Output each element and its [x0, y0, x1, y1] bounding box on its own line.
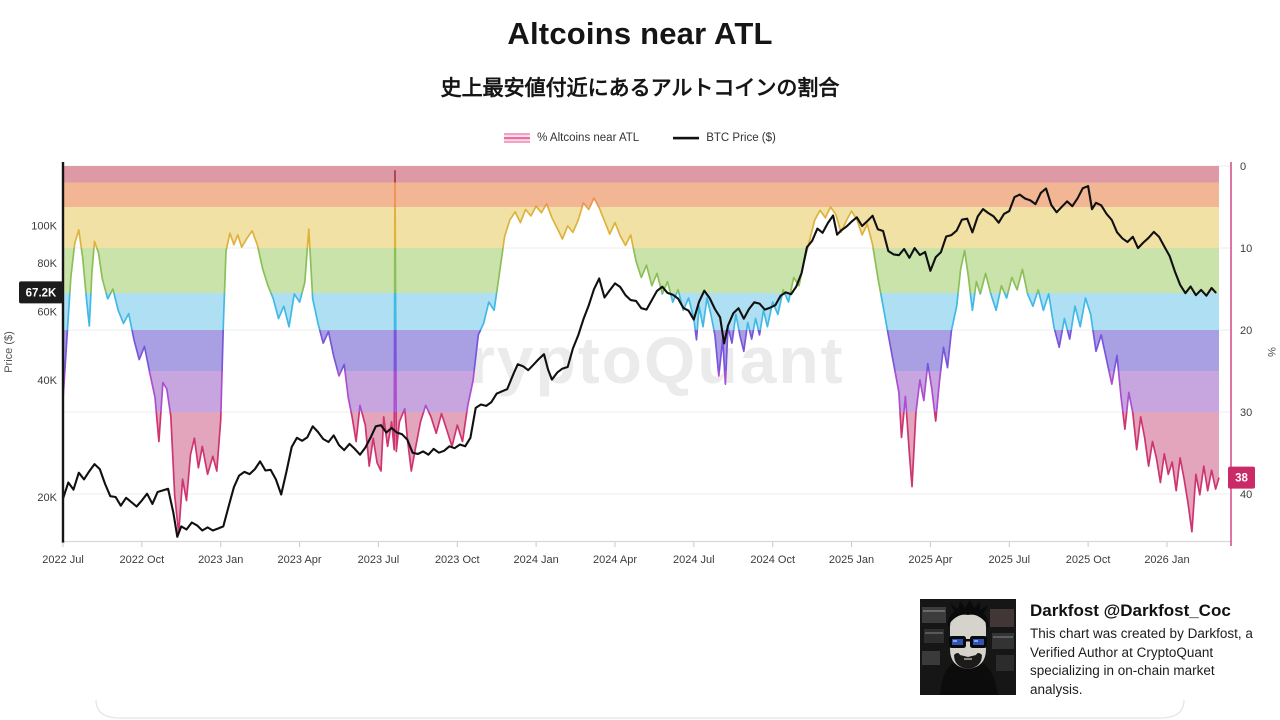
x-axis-tick-label: 2023 Oct	[435, 554, 480, 566]
percent-axis-tick-label: 20	[1240, 325, 1252, 337]
price-axis-tick-label: 20K	[37, 492, 57, 504]
legend: % Altcoins near ATL BTC Price ($)	[0, 132, 1280, 144]
btc-series-swatch-icon	[673, 136, 700, 140]
attribution-text: Darkfost @Darkfost_Coc This chart was cr…	[1030, 599, 1260, 699]
percent-axis-tick-label: 10	[1240, 243, 1252, 255]
x-axis-tick-label: 2025 Oct	[1066, 554, 1111, 566]
legend-item-altcoins-near-atl[interactable]: % Altcoins near ATL	[504, 132, 639, 144]
price-axis-tick-label: 60K	[37, 307, 57, 319]
x-axis-tick-label: 2022 Jul	[42, 554, 84, 566]
x-axis-tick-label: 2025 Jul	[988, 554, 1030, 566]
legend-label-altcoins: % Altcoins near ATL	[537, 132, 640, 144]
btc-current-price-badge	[19, 281, 63, 304]
x-axis-tick-label: 2024 Jul	[673, 554, 715, 566]
price-axis-tick-label: 100K	[31, 220, 57, 232]
x-axis-tick-label: 2024 Jan	[513, 554, 558, 566]
attribution-card: Darkfost @Darkfost_Coc This chart was cr…	[920, 599, 1268, 699]
author-avatar	[920, 599, 1016, 695]
x-axis-tick-label: 2026 Jan	[1144, 554, 1189, 566]
x-axis-tick-label: 2025 Apr	[908, 554, 952, 566]
x-axis-tick-label: 2023 Jul	[358, 554, 400, 566]
x-axis-tick-label: 2024 Oct	[750, 554, 795, 566]
altcoins-near-atl-area	[63, 166, 1219, 534]
x-axis-tick-label: 2024 Apr	[593, 554, 637, 566]
price-axis-tick-label: 80K	[37, 258, 57, 270]
cryptoquant-watermark: CryptoQuant	[419, 323, 844, 397]
x-axis-tick-label: 2023 Apr	[278, 554, 322, 566]
percent-axis-title: %	[1265, 347, 1277, 357]
page-title: Altcoins near ATL	[507, 16, 773, 51]
btc-price-line	[63, 185, 1217, 538]
btc-current-price-badge-label: 67.2K	[26, 287, 57, 299]
x-axis-tick-label: 2023 Jan	[198, 554, 243, 566]
x-axis-tick-label: 2025 Jan	[829, 554, 874, 566]
price-axis-title: Price ($)	[3, 331, 15, 373]
percent-axis-tick-label: 30	[1240, 407, 1252, 419]
page-subtitle-japanese: 史上最安値付近にあるアルトコインの割合	[440, 77, 840, 100]
legend-label-btc: BTC Price ($)	[706, 132, 776, 144]
altcoins-series-swatch-icon	[504, 133, 531, 143]
altcoins-near-atl-line	[63, 170, 1220, 535]
percent-axis-tick-label: 40	[1240, 489, 1252, 501]
author-bio: This chart was created by Darkfost, a Ve…	[1030, 626, 1253, 697]
price-axis-tick-label: 40K	[37, 375, 57, 387]
author-name: Darkfost @Darkfost_Coc	[1030, 601, 1231, 620]
altcoins-current-percent-badge	[1228, 466, 1255, 489]
card-border-decoration	[95, 699, 1185, 719]
x-axis-tick-label: 2022 Oct	[120, 554, 165, 566]
altcoins-current-percent-badge-label: 38	[1235, 473, 1248, 485]
percent-axis-tick-label: 0	[1240, 161, 1246, 173]
legend-item-btc-price[interactable]: BTC Price ($)	[673, 132, 776, 144]
